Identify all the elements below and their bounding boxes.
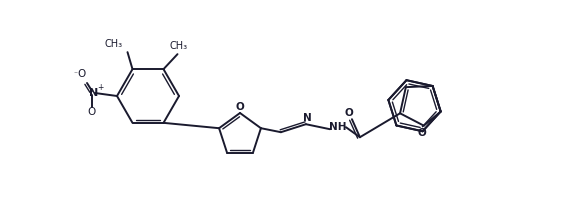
Text: +: + — [97, 84, 103, 93]
Text: O: O — [344, 108, 353, 118]
Text: CH₃: CH₃ — [170, 41, 187, 51]
Text: N: N — [90, 88, 99, 98]
Text: O: O — [78, 69, 86, 79]
Text: CH₃: CH₃ — [104, 39, 123, 49]
Text: O: O — [417, 128, 426, 138]
Text: NH: NH — [329, 122, 347, 132]
Text: O: O — [236, 102, 244, 112]
Text: N: N — [303, 113, 311, 123]
Text: O: O — [88, 107, 96, 117]
Text: ⁻: ⁻ — [73, 70, 77, 79]
